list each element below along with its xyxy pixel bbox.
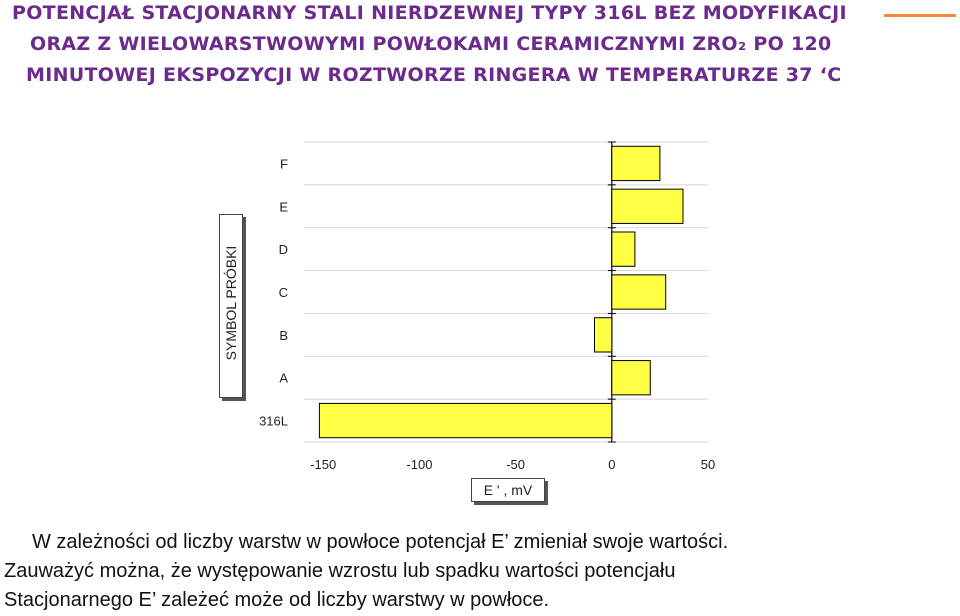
slide-title-line-2: ORAZ Z WIELOWARSTWOWYMI POWŁOKAMI CERAMI…: [30, 33, 832, 55]
bar-316l: [318, 402, 613, 439]
category-label-c: C: [279, 285, 288, 300]
x-tick-label: -50: [506, 457, 525, 472]
bar-e: [611, 188, 684, 224]
bar-b: [593, 317, 613, 353]
x-tick-label: 0: [608, 457, 615, 472]
slide-title-line-1: POTENCJAŁ STACJONARNY STALI NIERDZEWNEJ …: [12, 2, 847, 24]
category-label-316l: 316L: [259, 414, 288, 429]
category-label-d: D: [279, 242, 288, 257]
y-axis-label-box: SYMBOL PRÓBKI: [219, 214, 243, 398]
bar-f: [611, 145, 661, 182]
x-axis-label: E ' , mV: [471, 478, 545, 502]
bar-c: [611, 274, 667, 310]
x-tick-label: -150: [310, 457, 336, 472]
potential-bar-chart: 316L A B C D E F -150 -100 -50 0 50: [259, 141, 715, 472]
bar-d: [611, 231, 636, 267]
paragraph-line-3: Stacjonarnego E’ zależeć może od liczby …: [4, 589, 550, 611]
x-tick-label: -100: [406, 457, 432, 472]
x-tick-label: 50: [701, 457, 715, 472]
y-axis-label: SYMBOL PRÓBKI: [223, 245, 239, 361]
category-label-e: E: [279, 199, 288, 214]
body-paragraph: W zależności od liczby warstw w powłoce …: [4, 528, 956, 615]
paragraph-line-2: Zauważyć można, że występowanie wzrostu …: [4, 560, 676, 582]
bar-a: [611, 360, 651, 396]
category-label-b: B: [279, 328, 288, 343]
slide-title-line-3: MINUTOWEJ EKSPOZYCJI W ROZTWORZE RINGERA…: [26, 64, 842, 86]
category-label-f: F: [280, 156, 288, 171]
paragraph-line-1: W zależności od liczby warstw w powłoce …: [32, 531, 729, 553]
accent-rule: [884, 14, 956, 17]
category-label-a: A: [279, 371, 288, 386]
